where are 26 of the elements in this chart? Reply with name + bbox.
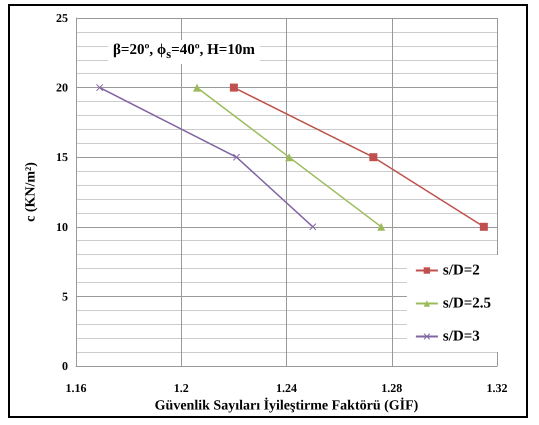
point	[377, 222, 386, 231]
point	[309, 223, 316, 230]
x-tick-label: 1.2	[174, 381, 189, 395]
x-tick-label: 1.16	[66, 381, 86, 395]
point	[96, 84, 104, 92]
point	[230, 84, 238, 92]
y-axis-title: c (KN/m²)	[24, 162, 38, 222]
y-tick-label: 10	[56, 220, 68, 234]
y-tick-label: 25	[56, 11, 68, 25]
point	[233, 154, 240, 161]
point	[369, 153, 378, 162]
point	[285, 153, 294, 162]
x-axis-title: Güvenlik Sayıları İyileştirme Faktörü (GİF)	[154, 397, 419, 414]
point	[480, 222, 488, 231]
x-tick-label: 1.32	[486, 381, 508, 395]
legend-label: s/D=2	[442, 262, 480, 278]
y-tick-label: 20	[56, 80, 68, 95]
legend-label: s/D=3	[442, 328, 480, 344]
annotation: β=20º, ϕ$_{s}$=40º, H=10m	[108, 40, 260, 64]
y-tick-label: 0	[62, 359, 68, 373]
y-tick-label: 5	[62, 289, 68, 304]
y-tick-label: 15	[56, 150, 68, 164]
x-tick-label: 1.28	[381, 381, 402, 395]
point	[193, 84, 202, 92]
legend-label: s/D=2.5	[442, 296, 492, 312]
x-tick-label: 1.24	[276, 381, 297, 395]
